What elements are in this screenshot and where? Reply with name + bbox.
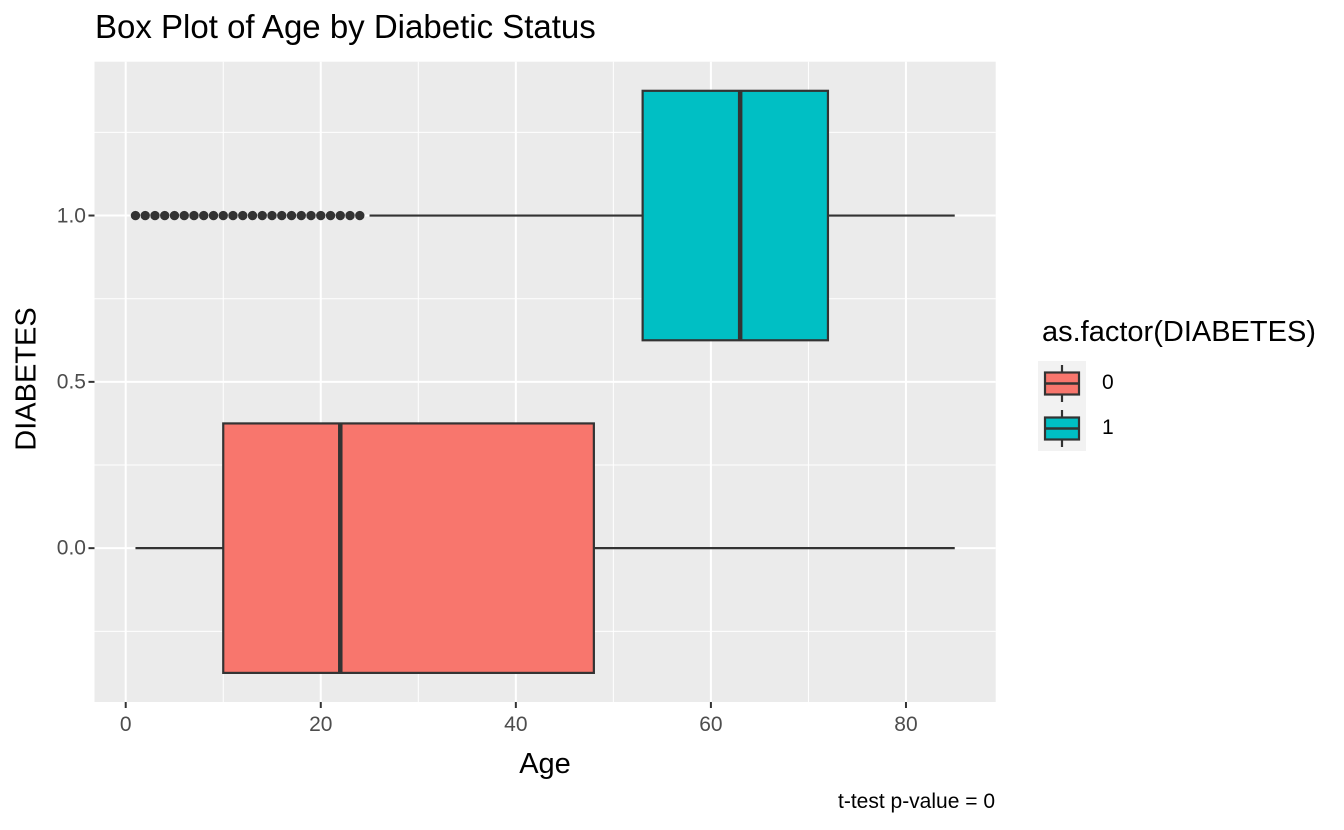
outlier-dot: [286, 210, 297, 221]
outlier-dot: [169, 210, 180, 221]
x-tick-label: 60: [699, 713, 723, 736]
legend-entry-0: 0: [1038, 360, 1316, 406]
chart-title: Box Plot of Age by Diabetic Status: [95, 8, 596, 45]
y-tick-label: 0.0: [56, 536, 86, 560]
x-axis-tick-labels: 0 20 40 60 80: [0, 713, 1344, 741]
outlier-dot: [179, 210, 189, 221]
legend-key-boxplot-icon: [1038, 405, 1086, 451]
legend-label: 1: [1102, 416, 1114, 440]
outlier-dot: [247, 210, 258, 221]
boxplot-glyph-icon: [1043, 364, 1081, 402]
outlier-dot: [355, 210, 365, 221]
y-tick-label: 0.5: [56, 370, 86, 394]
legend-entry-1: 1: [1038, 405, 1316, 451]
box-1: [641, 89, 830, 342]
legend-title: as.factor(DIABETES): [1042, 316, 1316, 348]
outlier-dot: [199, 210, 209, 221]
outlier-dot: [130, 210, 141, 221]
outlier-dot: [189, 210, 199, 221]
x-tick-label: 0: [119, 713, 132, 736]
outlier-dot: [267, 210, 277, 221]
y-tick-label: 1.0: [56, 203, 86, 227]
outlier-dot: [228, 210, 238, 221]
boxplot-glyph-icon: [1043, 409, 1081, 447]
outlier-dot: [277, 210, 287, 221]
outlier-dot: [160, 210, 170, 221]
y-axis-tick-labels: 0.0 0.5 1.0: [0, 0, 86, 830]
outlier-dot: [345, 210, 355, 221]
caption-text: t-test p-value = 0: [838, 790, 995, 813]
x-tick-label: 20: [309, 713, 333, 736]
x-tick-label: 80: [894, 713, 918, 736]
outlier-dot: [238, 210, 248, 221]
x-tick-label: 40: [504, 713, 528, 736]
outlier-dot: [306, 210, 316, 221]
outlier-dot: [325, 210, 336, 221]
outlier-dot: [140, 210, 150, 221]
outlier-dot: [218, 210, 228, 221]
legend-label: 0: [1102, 371, 1114, 395]
y-axis-title: DIABETES: [10, 307, 43, 451]
legend-key-boxplot-icon: [1038, 360, 1086, 406]
outlier-dot: [208, 210, 219, 221]
outlier-dot: [150, 210, 160, 221]
box-0: [222, 422, 595, 674]
outlier-dot: [316, 210, 326, 221]
outlier-dot: [257, 210, 267, 221]
x-axis-title: Age: [519, 748, 571, 780]
outlier-dot: [296, 210, 306, 221]
outlier-dot: [335, 210, 345, 221]
